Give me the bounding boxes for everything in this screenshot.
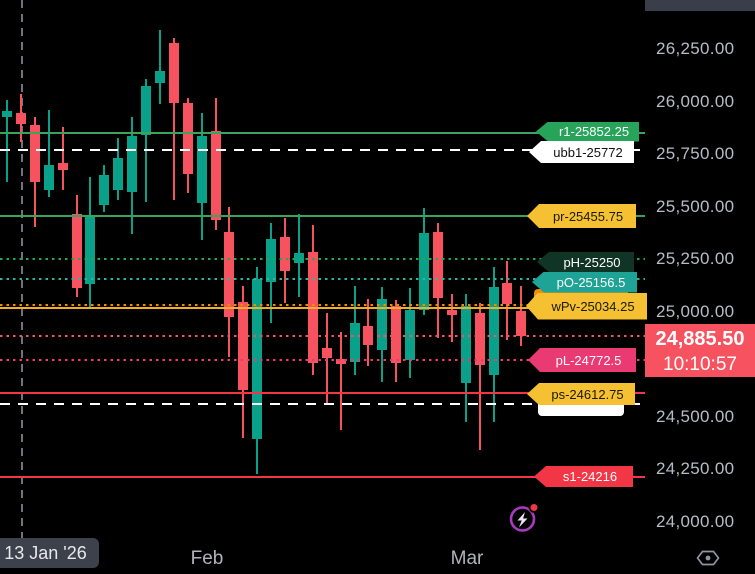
candle-10 <box>127 136 138 192</box>
level-line-pr <box>0 215 645 217</box>
candle-29 <box>391 305 402 364</box>
candle-wick <box>61 127 64 191</box>
candle-14 <box>182 103 193 175</box>
candle-36 <box>488 287 499 376</box>
price-tick-26000: 26,000.00 <box>656 91 735 111</box>
candle-wick <box>339 332 342 430</box>
price-tick-25000: 25,000.00 <box>656 301 735 321</box>
candle-21 <box>280 236 290 271</box>
current-price-label: 24,885.50 10:10:57 <box>645 323 755 377</box>
session-break-line <box>20 0 23 545</box>
candle-wick <box>478 302 481 450</box>
candle-9 <box>113 157 124 191</box>
candle-2 <box>15 112 26 124</box>
level-line-hidden-white <box>0 403 645 406</box>
candle-7 <box>85 215 96 284</box>
candle-15 <box>196 136 207 204</box>
candle-35 <box>474 313 485 365</box>
candle-17 <box>224 231 235 317</box>
level-tag-ps: ps-24612.75 <box>527 383 635 405</box>
price-tick-26250: 26,250.00 <box>656 39 735 58</box>
candle-33 <box>446 310 457 315</box>
candle-6 <box>71 214 82 288</box>
price-tick-25250: 25,250.00 <box>656 249 735 269</box>
candle-20 <box>266 239 277 282</box>
level-tag-pr: pr-25455.75 <box>527 204 636 228</box>
level-tag-ubb1: ubb1-25772 <box>529 141 634 163</box>
candle-11 <box>141 86 151 135</box>
time-axis[interactable] <box>0 540 755 574</box>
candle-24 <box>321 347 332 358</box>
candle-32 <box>432 231 443 299</box>
lightning-circle-icon[interactable] <box>503 500 543 540</box>
candle-38 <box>516 310 527 336</box>
candle-wick <box>325 313 328 403</box>
level-line-pL <box>0 358 645 361</box>
level-tag-wPv: wPv-25034.25 <box>526 292 647 320</box>
level-line-r1 <box>0 131 645 134</box>
candle-wick <box>158 30 161 105</box>
candle-31 <box>419 232 429 311</box>
candle-26 <box>349 322 360 362</box>
candle-5 <box>57 162 68 170</box>
level-tag-pH: pH-25250 <box>537 252 634 272</box>
candle-4 <box>43 165 54 190</box>
candle-wick <box>145 79 147 203</box>
candle-3 <box>29 125 40 183</box>
candle-28 <box>377 299 388 351</box>
candle-wick <box>172 38 175 200</box>
time-tick-feb: Feb <box>190 548 224 569</box>
candle-16 <box>210 131 221 220</box>
bar-countdown: 10:10:57 <box>663 354 737 376</box>
level-line-pH <box>0 258 645 261</box>
price-tick-25750: 25,750.00 <box>656 144 735 164</box>
time-tick-mar: Mar <box>450 548 484 569</box>
level-line-hidden-orange <box>0 307 645 309</box>
candle-wick <box>6 100 8 183</box>
eye-icon[interactable] <box>694 547 722 569</box>
cropped-price-label <box>645 0 755 11</box>
candle-wick <box>47 110 50 197</box>
candle-1 <box>2 111 12 117</box>
level-tag-pL: pL-24772.5 <box>528 348 636 372</box>
candle-12 <box>154 71 165 84</box>
level-line-wPv <box>0 303 645 306</box>
current-price-value: 24,885.50 <box>655 327 745 350</box>
level-line-s1 <box>0 475 645 478</box>
candle-25 <box>335 359 346 364</box>
range-start-date[interactable]: 13 Jan '26 <box>0 538 99 568</box>
candle-8 <box>99 174 110 205</box>
candle-37 <box>502 283 513 304</box>
level-tag-pO: pO-25156.5 <box>532 271 637 293</box>
candle-34 <box>460 305 471 384</box>
price-tick-25500: 25,500.00 <box>656 196 735 216</box>
level-line-ps <box>0 392 645 395</box>
price-tick-24500: 24,500.00 <box>656 406 735 426</box>
current-price-line <box>0 334 645 337</box>
level-line-ubb1 <box>0 148 645 151</box>
level-tag-r1: r1-25852.25 <box>536 121 639 142</box>
price-tick-24000: 24,000.00 <box>656 512 735 531</box>
price-tick-24250: 24,250.00 <box>656 459 735 479</box>
candle-22 <box>293 252 304 263</box>
candle-13 <box>168 43 179 103</box>
candle-18 <box>238 301 249 390</box>
candle-wick <box>450 293 453 342</box>
level-line-pO <box>0 277 645 280</box>
level-tag-s1: s1-24216 <box>534 466 633 487</box>
